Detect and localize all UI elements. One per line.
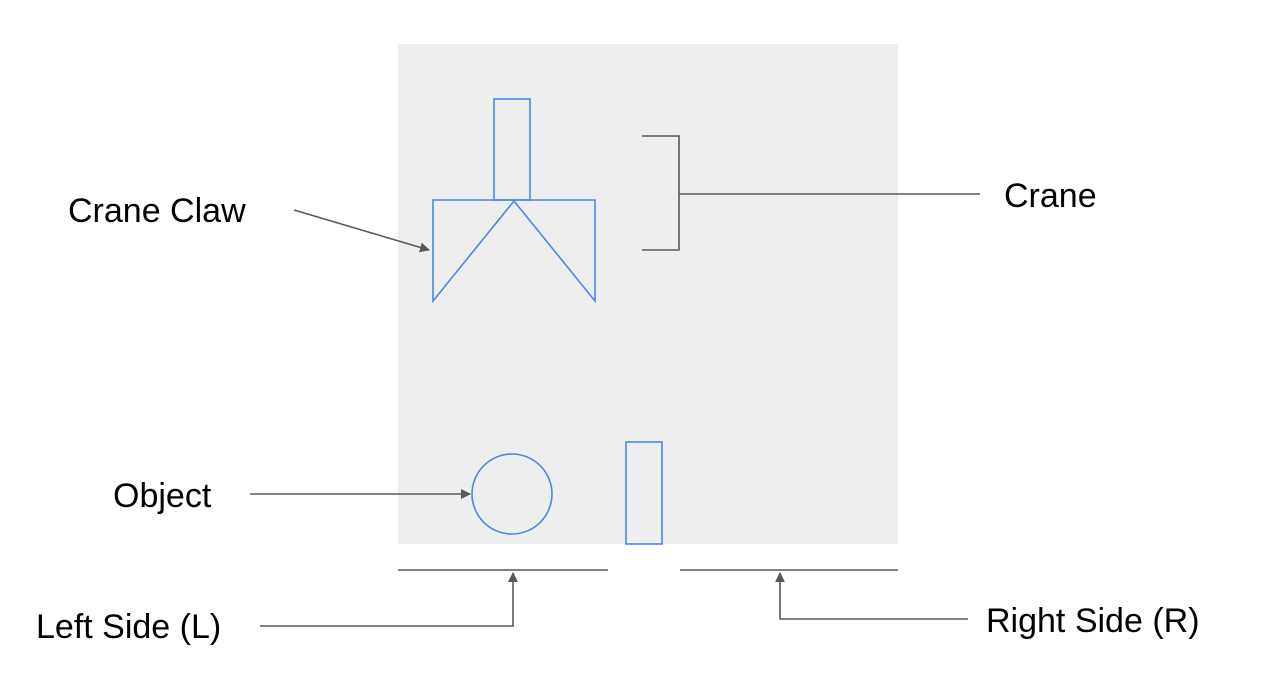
crane-claw-arrow	[293, 209, 430, 253]
right-side-arrow	[775, 572, 968, 620]
left-side-arrow	[260, 572, 518, 627]
crane-claw-label: Crane Claw	[68, 192, 246, 230]
object-label: Object	[113, 477, 212, 515]
crane	[432, 98, 596, 304]
left-side-label: Left Side (L)	[36, 608, 221, 646]
crane-bracket	[642, 135, 680, 251]
divider-block	[625, 441, 663, 545]
play-area-panel	[398, 44, 898, 544]
crane-claw	[432, 199, 596, 304]
right-side-label: Right Side (R)	[986, 602, 1200, 640]
crane-label: Crane	[1004, 177, 1097, 215]
object-ball	[471, 453, 553, 535]
